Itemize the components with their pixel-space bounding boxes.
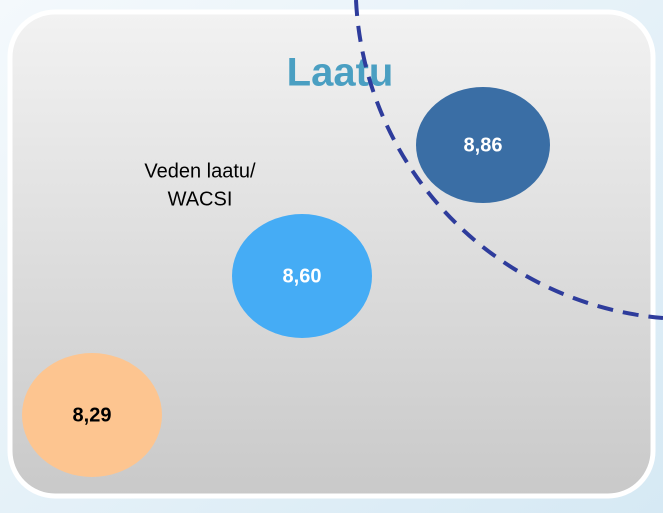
title: Laatu bbox=[287, 51, 394, 95]
bubble bbox=[232, 214, 372, 338]
bubble bbox=[416, 87, 550, 203]
bubble-value: 8,86 bbox=[464, 134, 503, 156]
label-line: WACSI bbox=[168, 188, 233, 210]
bubble bbox=[22, 353, 162, 477]
bubbles: 8,86 8,60 8,29 bbox=[22, 87, 550, 477]
bubble-value: 8,29 bbox=[73, 404, 112, 426]
label-line: Veden laatu/ bbox=[144, 160, 256, 182]
dashed-arc bbox=[354, 0, 663, 320]
bubble-value: 8,60 bbox=[283, 265, 322, 287]
